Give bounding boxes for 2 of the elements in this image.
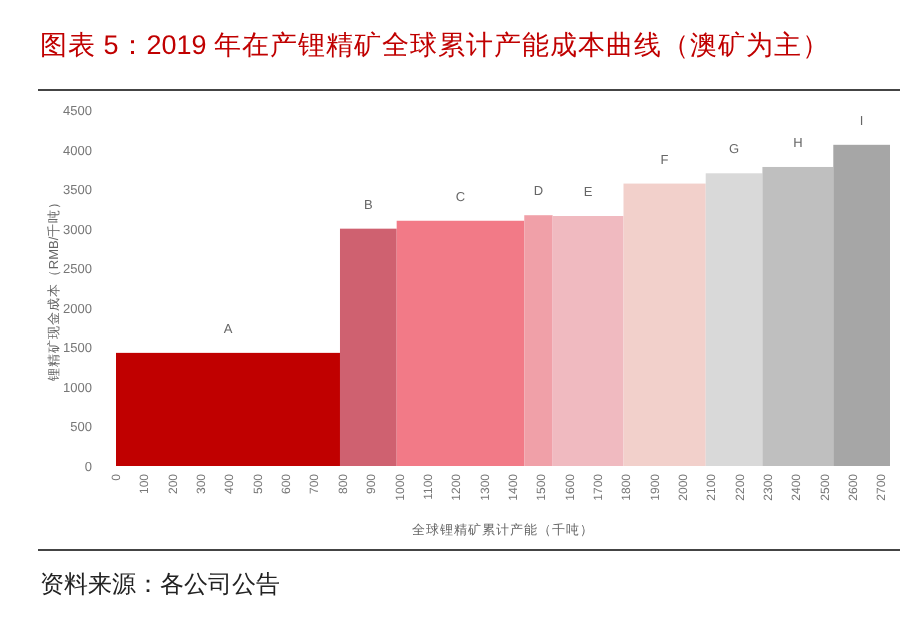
text: 资料来源：各公司公告 <box>40 570 280 598</box>
chart-title: 图表 5：2019 年在产锂精矿全球累计产能成本曲线（澳矿为主） <box>40 30 831 60</box>
